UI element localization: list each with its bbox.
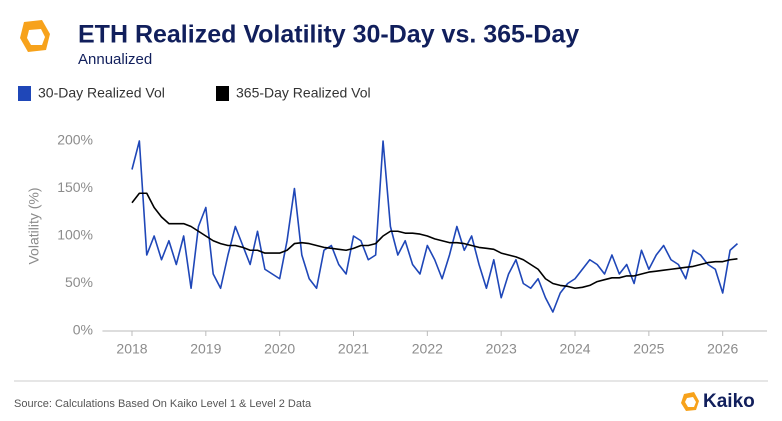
x-tick-label: 2021 — [338, 341, 369, 357]
series-line — [131, 140, 738, 313]
brand-logo — [681, 392, 699, 411]
x-tick-label: 2022 — [412, 341, 443, 357]
logo — [20, 20, 50, 52]
x-tick-label: 2020 — [264, 341, 295, 357]
legend-label: 365-Day Realized Vol — [236, 85, 371, 101]
chart-title: ETH Realized Volatility 30-Day vs. 365-D… — [78, 21, 579, 49]
brand: Kaiko — [703, 391, 755, 412]
x-tick-label: 2019 — [190, 341, 221, 357]
y-tick-label: 200% — [57, 132, 93, 148]
x-tick-label: 2018 — [116, 341, 147, 357]
y-tick-label: 0% — [73, 322, 93, 338]
chart-subtitle: Annualized — [78, 51, 152, 68]
y-tick-label: 150% — [57, 179, 93, 195]
x-tick-label: 2026 — [707, 341, 738, 357]
series-line — [131, 192, 738, 290]
source: Source: Calculations Based On Kaiko Leve… — [14, 398, 312, 410]
y-tick-label: 100% — [57, 227, 93, 243]
legend-label: 30-Day Realized Vol — [38, 85, 165, 101]
legend-swatch — [18, 86, 31, 101]
x-tick-label: 2024 — [559, 341, 590, 357]
legend-swatch — [216, 86, 229, 101]
y-tick-label: 50% — [65, 274, 93, 290]
x-tick-label: 2025 — [633, 341, 664, 357]
y-axis-label: Volatility (%) — [26, 187, 42, 264]
x-tick-label: 2023 — [486, 341, 517, 357]
